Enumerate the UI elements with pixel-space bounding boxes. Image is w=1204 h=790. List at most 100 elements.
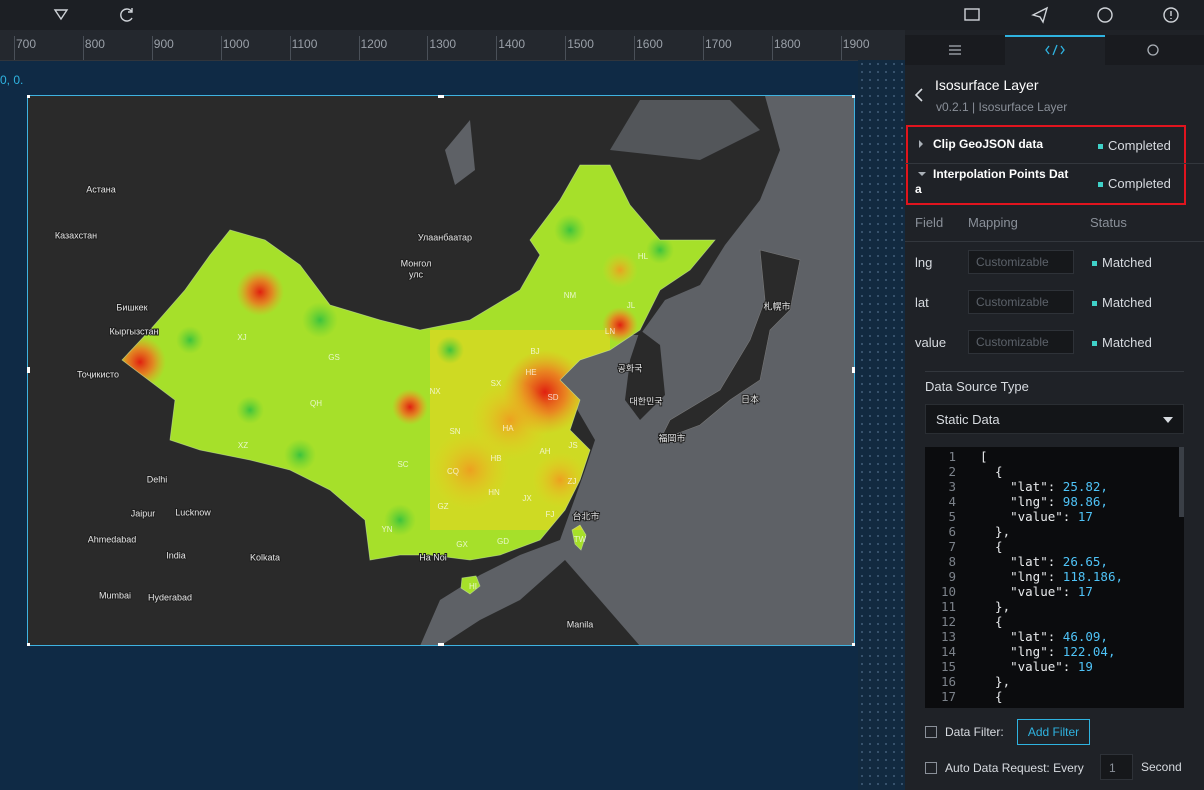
panel-subtitle: v0.2.1 | Isosurface Layer [936,100,1067,114]
province-label: JS [568,441,577,450]
ruler-label: 1600 [636,37,663,51]
ruler-label: 1800 [774,37,801,51]
code-line: }, [980,599,1010,614]
send-icon[interactable] [1033,8,1047,22]
auto-request-label: Auto Data Request: Every [945,761,1084,775]
code-text: [ [980,449,988,464]
province-label: SC [397,460,408,469]
filter-icon[interactable] [55,10,67,19]
place-label: Ahmedabad [88,534,137,544]
code-text: { [980,464,1003,479]
column-header: Status [1090,215,1127,230]
code-line: "lng": 122.04, [980,644,1115,659]
ruler-line [772,36,773,60]
province-label: SN [449,427,460,436]
code-value: 98.86, [1063,494,1108,509]
mapping-input[interactable]: Customizable [968,290,1074,314]
screen-icon[interactable] [965,9,979,20]
ruler-line [634,36,635,60]
property-panel: Isosurface Layer v0.2.1 | Isosurface Lay… [905,30,1204,790]
interval-unit: Second [1141,760,1182,774]
data-filter-checkbox[interactable] [925,726,937,738]
data-source-label: Data Source Type [925,379,1029,394]
province-label: ZJ [568,477,577,486]
field-status: Matched [1092,295,1152,310]
ruler-line [14,36,15,60]
section-label[interactable]: Clip GeoJSON data [933,137,1043,151]
code-line: }, [980,524,1010,539]
ruler-line [841,36,842,60]
place-label: Mumbai [99,590,131,600]
province-label: QH [310,399,322,408]
province-label: HI [469,582,477,591]
line-number: 12 [925,614,956,629]
ruler-label: 1400 [498,37,525,51]
code-text: { [980,614,1003,629]
code-text: { [980,689,1003,704]
map: АстанаКазахстанУлаанбаатарМонголулсБишке… [27,95,855,646]
province-label: HE [525,368,536,377]
line-number: 17 [925,689,956,704]
tabs [905,35,1204,65]
province-label: HN [488,488,500,497]
ruler-label: 1200 [361,37,388,51]
interval-input[interactable]: 1 [1100,754,1133,780]
code-editor[interactable]: 1[2 {3 "lat": 25.82,4 "lng": 98.86,5 "va… [925,447,1184,708]
help-icon[interactable] [1098,8,1112,22]
line-number: 9 [925,569,956,584]
ruler-label: 1900 [843,37,870,51]
province-label: XJ [237,333,246,342]
field-name: lat [915,295,929,310]
ruler-line [427,36,428,60]
code-text: "lat": [980,629,1063,644]
back-icon[interactable] [913,87,925,103]
ruler-line [221,36,222,60]
style-tab[interactable] [949,46,961,54]
place-label: Улаанбаатар [418,232,472,242]
ruler-label: 900 [154,37,174,51]
code-line: "lat": 25.82, [980,479,1108,494]
mapping-input[interactable]: Customizable [968,330,1074,354]
section-status: Completed [1098,138,1171,153]
line-number: 8 [925,554,956,569]
add-filter-button[interactable]: Add Filter [1017,719,1090,745]
refresh-icon[interactable] [121,8,132,21]
origin-label: 0, 0. [0,73,23,87]
ruler: 7008009001000110012001300140015001600170… [0,30,905,61]
province-label: CQ [447,467,459,476]
province-label: HL [638,252,649,261]
ruler-line [703,36,704,60]
mapping-input[interactable]: Customizable [968,250,1074,274]
interaction-tab[interactable] [1148,45,1158,55]
line-number: 11 [925,599,956,614]
line-number: 13 [925,629,956,644]
province-label: AH [539,447,550,456]
section-label[interactable]: Interpolation Points Data [915,167,1072,197]
place-label: Астана [86,184,116,194]
data-source-select[interactable]: Static Data [925,404,1184,434]
place-label: 공화국 [618,363,643,373]
line-number: 4 [925,494,956,509]
province-label: LN [605,327,615,336]
toolbar [0,0,1204,30]
place-label: Монгол [401,258,432,268]
province-label: GD [497,537,509,546]
code-value: 17 [1078,509,1093,524]
code-value: 26.65, [1063,554,1108,569]
code-text: }, [980,674,1010,689]
line-number: 1 [925,449,956,464]
code-text: }, [980,524,1010,539]
place-label: Lucknow [175,507,211,517]
column-header: Field [915,215,943,230]
province-label: JX [522,494,532,503]
auto-request-checkbox[interactable] [925,762,937,774]
code-line: { [980,539,1003,554]
line-number: 14 [925,644,956,659]
code-line: "lng": 98.86, [980,494,1108,509]
line-number: 6 [925,524,956,539]
code-line: { [980,614,1003,629]
place-label: 대한민국 [629,396,662,406]
code-value: 46.09, [1063,629,1108,644]
code-text: "lat": [980,554,1063,569]
